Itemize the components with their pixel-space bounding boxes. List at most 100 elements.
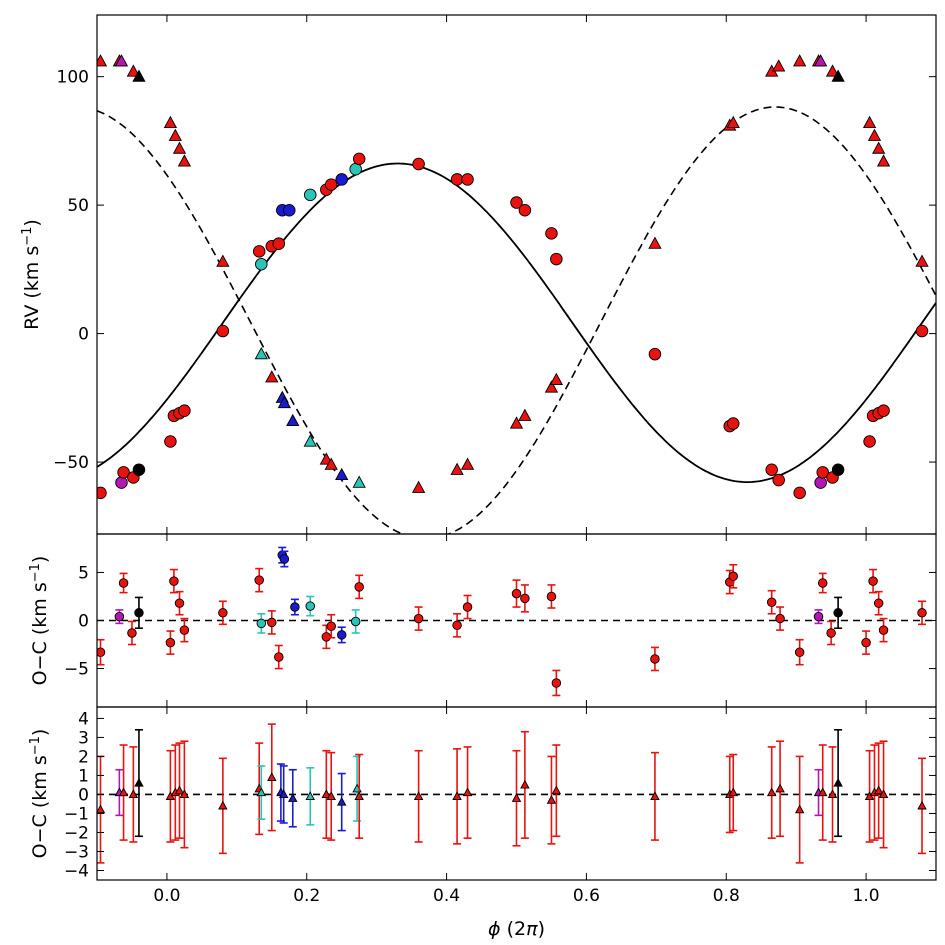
rv-primary-point — [915, 324, 929, 338]
rv-secondary-point — [813, 54, 828, 67]
rv-secondary-point — [825, 64, 840, 77]
rv-primary-point — [115, 476, 128, 489]
oc1-primary-point — [279, 554, 290, 564]
rv-secondary-point — [915, 254, 929, 267]
rv-secondary-point — [450, 462, 464, 475]
rv-secondary-point — [254, 347, 268, 360]
oc1-primary-point — [775, 613, 785, 624]
oc-primary-panel: −5 0 5 O−C (km s−1) — [28, 533, 937, 708]
oc2-secondary-point — [511, 793, 522, 802]
rv-secondary-point — [97, 54, 108, 67]
oc1-ytick-label: 5 — [78, 563, 89, 583]
oc2-ytick-label: −2 — [64, 823, 89, 843]
oc2-secondary-point — [326, 791, 336, 800]
oc2-secondary-point — [794, 804, 805, 814]
oc1-primary-point — [274, 652, 284, 662]
oc2-ytick-label: 4 — [78, 709, 89, 729]
oc1-primary-point — [165, 637, 176, 648]
oc1-primary-point — [452, 620, 462, 631]
oc1-primary-point — [868, 576, 878, 586]
rv-primary-point — [335, 173, 348, 186]
rv-primary-point — [324, 178, 338, 191]
rv-primary-point — [863, 435, 876, 448]
oc2-secondary-point — [766, 787, 777, 797]
oc2-secondary-point — [256, 787, 267, 797]
rv-primary-point — [283, 204, 296, 217]
xtick-label: 0.0 — [153, 886, 180, 906]
oc2-ytick-label: −4 — [64, 861, 89, 881]
oc1-primary-point — [794, 647, 805, 657]
rv-primary-point — [550, 252, 563, 266]
oc1-primary-point — [917, 608, 927, 618]
oc2-secondary-point — [650, 791, 660, 800]
rv-primary-point — [303, 188, 317, 202]
rv-secondary-point — [132, 69, 146, 82]
oc1-primary-point — [174, 598, 185, 608]
oc2-secondary-point — [134, 777, 144, 787]
rv-primary-point — [816, 466, 829, 479]
rv-primary-point — [178, 404, 191, 417]
oc1-ylabel: O−C (km s−1) — [28, 556, 52, 686]
oc1-ytick-label: 0 — [78, 612, 89, 632]
rv-secondary-point — [726, 115, 740, 129]
rv-secondary-point — [518, 408, 532, 421]
rv-secondary-point — [303, 434, 317, 447]
oc2-secondary-point — [179, 789, 190, 799]
oc2-secondary-point — [218, 800, 228, 810]
rv-secondary-point — [126, 64, 141, 77]
oc1-primary-point — [833, 608, 843, 618]
oc1-primary-point — [766, 597, 777, 607]
oc1-primary-point — [551, 678, 562, 688]
rv-primary-point — [814, 476, 827, 489]
oc2-ytick-label: 2 — [78, 747, 89, 767]
oc1-primary-point — [350, 616, 361, 627]
rv-secondary-point — [172, 141, 187, 154]
oc1-primary-point — [817, 578, 828, 588]
oc2-secondary-point — [917, 800, 927, 810]
oc2-secondary-point — [462, 787, 473, 797]
rv-primary-point — [412, 157, 425, 171]
xlabel: ϕ (2π) — [488, 918, 545, 940]
oc1-primary-point — [256, 618, 267, 629]
oc1-primary-point — [169, 576, 179, 586]
rv-primary-point — [117, 466, 130, 479]
oc1-primary-point — [254, 575, 264, 585]
rv-primary-point — [97, 486, 107, 500]
oc2-ylabel: O−C (km s−1) — [28, 729, 52, 859]
rv-ytick-label: 100 — [57, 68, 89, 88]
rv-ylabel: RV (km s−1) — [20, 219, 44, 330]
oc2-secondary-point — [305, 791, 315, 800]
oc2-secondary-point — [546, 795, 557, 804]
oc2-secondary-point — [118, 787, 129, 797]
oc1-primary-point — [878, 625, 889, 635]
oc2-axes-frame — [96, 706, 937, 881]
oc1-primary-point — [97, 647, 106, 657]
oc2-secondary-point — [278, 789, 289, 799]
rv-primary-point — [877, 404, 890, 417]
rv-secondary-point — [876, 154, 891, 167]
rv-primary-point — [252, 245, 266, 258]
rv-secondary-point — [772, 59, 786, 72]
rv-secondary-point — [648, 236, 662, 249]
rv-secondary-point — [411, 480, 426, 493]
oc2-secondary-point — [321, 789, 332, 799]
oc1-primary-point — [650, 654, 660, 664]
oc1-primary-point — [520, 593, 530, 604]
oc2-secondary-point — [827, 789, 838, 799]
oc2-secondary-point — [336, 796, 347, 806]
oc1-primary-point — [546, 591, 557, 602]
rv-secondary-point — [460, 457, 475, 470]
rv-primary-point — [255, 257, 268, 271]
rv-panel: −50 0 50 100 RV (km s−1) — [20, 14, 937, 535]
oc2-ytick-label: 0 — [78, 785, 89, 805]
rv-secondary-point — [163, 115, 178, 129]
rv-primary-point — [461, 173, 474, 186]
oc1-primary-point — [861, 637, 871, 648]
rv-plot-area — [97, 54, 936, 534]
rv-primary-point — [450, 173, 464, 186]
secondary-model-curve — [97, 106, 936, 534]
oc2-secondary-point — [775, 783, 785, 793]
primary-model-curve — [97, 162, 936, 483]
rv-primary-point — [831, 463, 845, 477]
rv-secondary-point — [793, 54, 807, 67]
